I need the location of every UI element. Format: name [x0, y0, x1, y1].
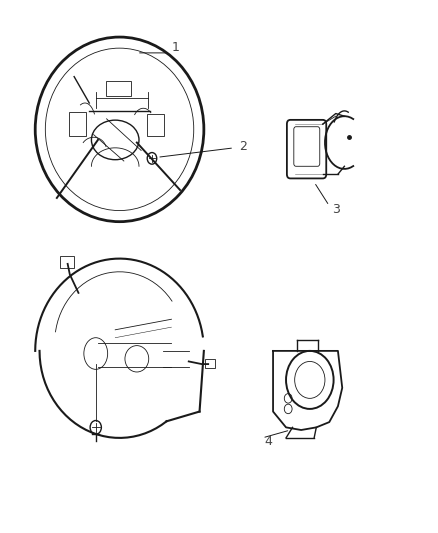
Text: 4: 4: [265, 435, 273, 448]
Text: 2: 2: [239, 140, 247, 153]
Text: 3: 3: [332, 203, 340, 216]
Text: 1: 1: [172, 41, 180, 54]
